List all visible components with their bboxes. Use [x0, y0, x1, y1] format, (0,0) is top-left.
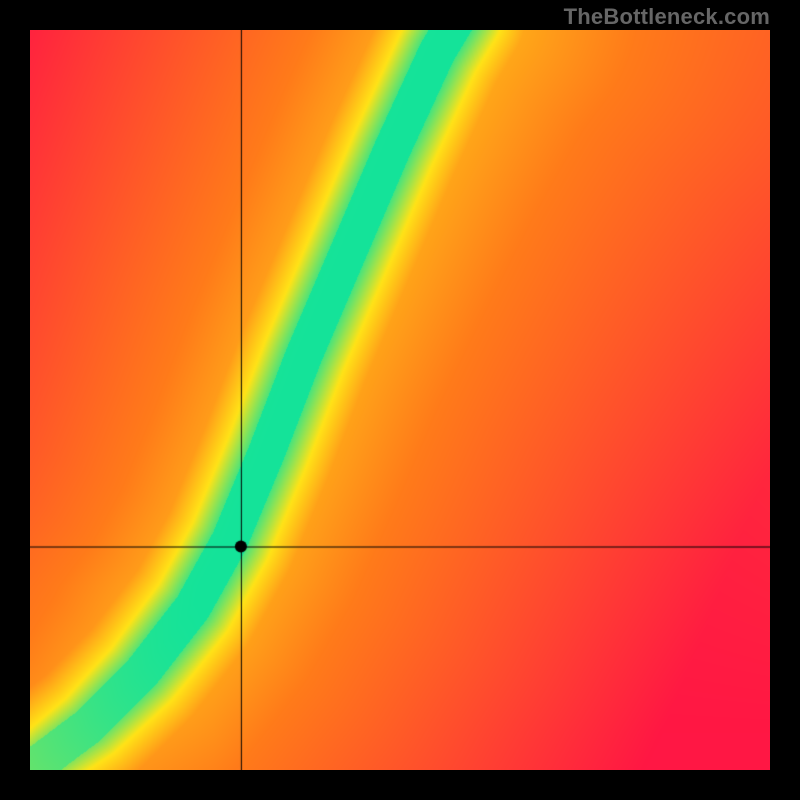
chart-container: TheBottleneck.com — [0, 0, 800, 800]
bottleneck-heatmap — [30, 30, 770, 770]
watermark-text: TheBottleneck.com — [564, 4, 770, 30]
